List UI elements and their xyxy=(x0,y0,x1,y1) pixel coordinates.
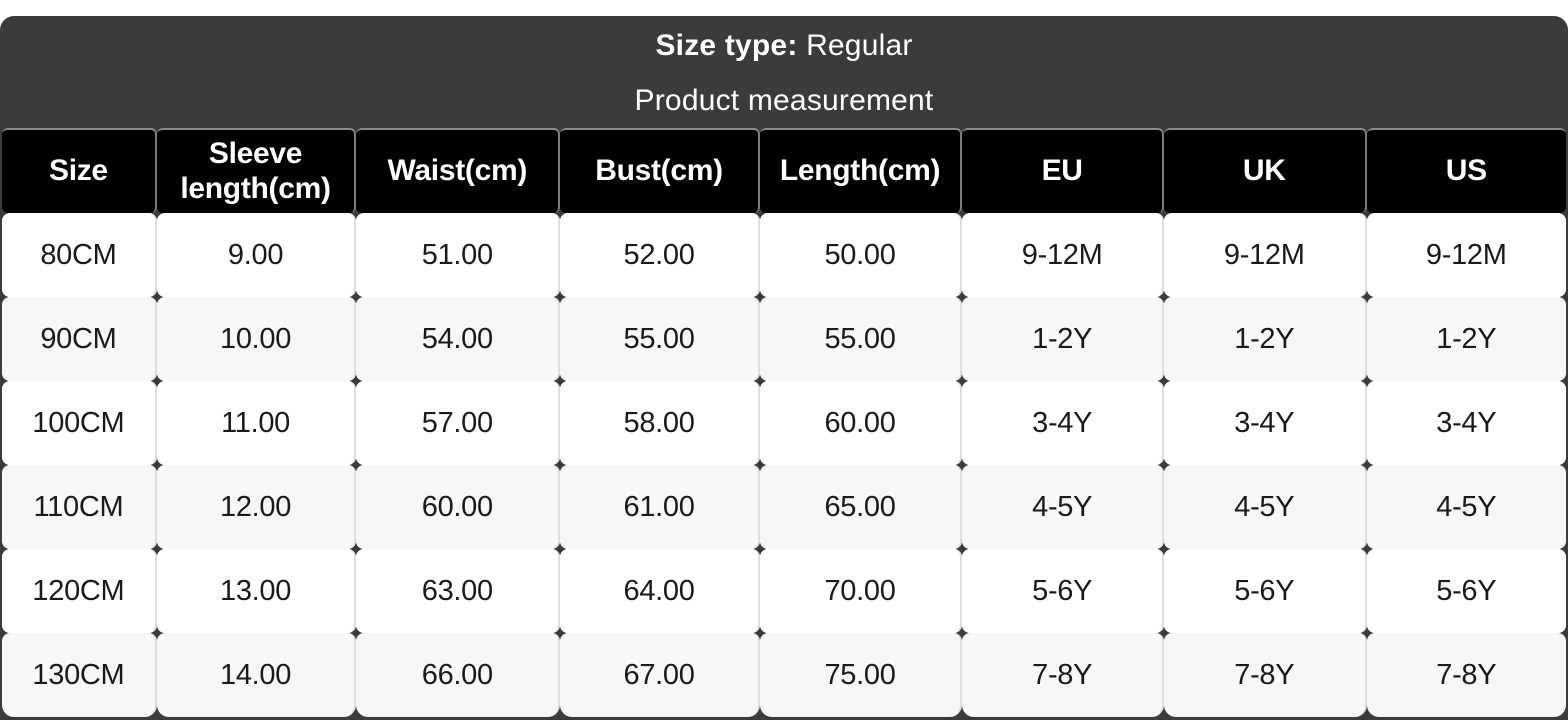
table-cell: 100CM xyxy=(2,381,157,465)
header-cell-us: US xyxy=(1366,128,1566,213)
header-cell-uk: UK xyxy=(1164,128,1367,213)
table-cell: 3-4Y xyxy=(1164,381,1367,465)
table-cell: 5-6Y xyxy=(1366,549,1566,633)
table-cell: 4-5Y xyxy=(1366,465,1566,549)
table-row: 80CM 9.00 51.00 52.00 50.00 9-12M 9-12M 9-12M xyxy=(2,213,1566,297)
header-cell-eu: EU xyxy=(962,128,1165,213)
table-cell: 80CM xyxy=(2,213,157,297)
table-cell: 1-2Y xyxy=(962,297,1165,381)
product-measurement-title: Product measurement xyxy=(634,84,934,117)
table-cell: 90CM xyxy=(2,297,157,381)
table-cell: 9.00 xyxy=(156,213,357,297)
table-cell: 5-6Y xyxy=(1164,549,1367,633)
header-cell-sleeve-length-cm: Sleeve length(cm) xyxy=(156,128,357,213)
table-cell: 9-12M xyxy=(1164,213,1367,297)
size-table: Size Sleeve length(cm) Waist(cm) Bust(cm) Le… xyxy=(2,128,1566,717)
table-cell: 110CM xyxy=(2,465,157,549)
size-type-value: Regular xyxy=(806,29,913,62)
table-row: 130CM 14.00 66.00 67.00 75.00 7-8Y 7-8Y 7-8Y xyxy=(2,633,1566,717)
table-cell: 1-2Y xyxy=(1164,297,1367,381)
table-row: 120CM 13.00 63.00 64.00 70.00 5-6Y 5-6Y 5-6Y xyxy=(2,549,1566,633)
table-cell: 60.00 xyxy=(356,465,561,549)
size-type-row: Size type: Regular xyxy=(0,18,1568,73)
table-cell: 5-6Y xyxy=(962,549,1165,633)
table-cell: 65.00 xyxy=(759,465,963,549)
table-cell: 9-12M xyxy=(962,213,1165,297)
table-cell: 61.00 xyxy=(560,465,760,549)
table-cell: 12.00 xyxy=(156,465,357,549)
table-cell: 7-8Y xyxy=(1366,633,1566,717)
size-table-body: 80CM 9.00 51.00 52.00 50.00 9-12M 9-12M 9-12M 90… xyxy=(2,213,1566,717)
table-cell: 66.00 xyxy=(356,633,561,717)
size-chart-panel: Size type: Regular Product measurement S… xyxy=(0,16,1568,720)
size-type-label: Size type: xyxy=(655,29,798,62)
table-cell: 55.00 xyxy=(759,297,963,381)
table-cell: 11.00 xyxy=(156,381,357,465)
table-cell: 67.00 xyxy=(560,633,760,717)
table-cell: 64.00 xyxy=(560,549,760,633)
table-cell: 1-2Y xyxy=(1366,297,1566,381)
table-cell: 75.00 xyxy=(759,633,963,717)
header-cell-length-cm: Length(cm) xyxy=(759,128,963,213)
table-cell: 7-8Y xyxy=(1164,633,1367,717)
table-cell: 4-5Y xyxy=(962,465,1165,549)
table-cell: 14.00 xyxy=(156,633,357,717)
table-cell: 3-4Y xyxy=(1366,381,1566,465)
table-cell: 60.00 xyxy=(759,381,963,465)
table-row: 110CM 12.00 60.00 61.00 65.00 4-5Y 4-5Y 4-5Y xyxy=(2,465,1566,549)
table-cell: 4-5Y xyxy=(1164,465,1367,549)
header-cell-size: Size xyxy=(2,128,157,213)
table-cell: 51.00 xyxy=(356,213,561,297)
table-cell: 54.00 xyxy=(356,297,561,381)
table-cell: 58.00 xyxy=(560,381,760,465)
header-cell-bust-cm: Bust(cm) xyxy=(560,128,760,213)
table-cell: 7-8Y xyxy=(962,633,1165,717)
table-cell: 63.00 xyxy=(356,549,561,633)
table-cell: 3-4Y xyxy=(962,381,1165,465)
table-cell: 57.00 xyxy=(356,381,561,465)
table-cell: 130CM xyxy=(2,633,157,717)
size-chart-titles: Size type: Regular Product measurement xyxy=(0,16,1568,128)
table-cell: 52.00 xyxy=(560,213,760,297)
table-cell: 13.00 xyxy=(156,549,357,633)
table-cell: 120CM xyxy=(2,549,157,633)
table-row: 90CM 10.00 54.00 55.00 55.00 1-2Y 1-2Y 1-2Y xyxy=(2,297,1566,381)
table-row: 100CM 11.00 57.00 58.00 60.00 3-4Y 3-4Y 3-4Y xyxy=(2,381,1566,465)
table-cell: 50.00 xyxy=(759,213,963,297)
table-cell: 55.00 xyxy=(560,297,760,381)
table-cell: 10.00 xyxy=(156,297,357,381)
table-cell: 9-12M xyxy=(1366,213,1566,297)
table-cell: 70.00 xyxy=(759,549,963,633)
header-cell-waist-cm: Waist(cm) xyxy=(356,128,561,213)
size-table-header-row: Size Sleeve length(cm) Waist(cm) Bust(cm) Le… xyxy=(2,128,1566,213)
